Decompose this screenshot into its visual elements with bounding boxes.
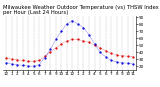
Text: Milwaukee Weather Outdoor Temperature (vs) THSW Index per Hour (Last 24 Hours): Milwaukee Weather Outdoor Temperature (v… (3, 5, 159, 15)
